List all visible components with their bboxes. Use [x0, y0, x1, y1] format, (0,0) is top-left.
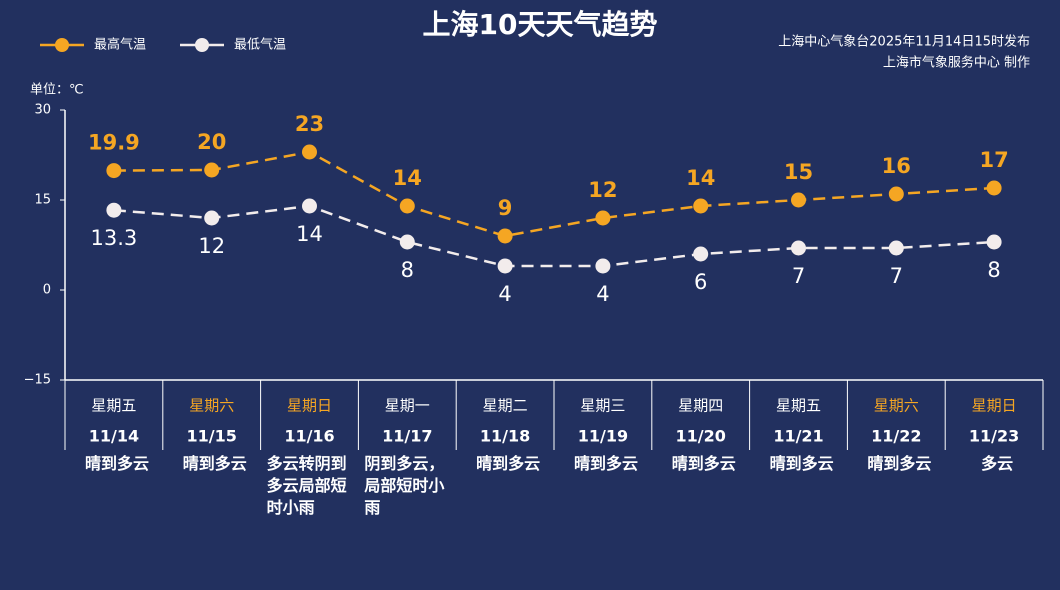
point [399, 198, 415, 214]
point [106, 202, 122, 218]
point [986, 180, 1002, 196]
point [693, 198, 709, 214]
value-label: 15 [784, 160, 813, 184]
value-label: 13.3 [91, 226, 138, 250]
value-label: 4 [596, 282, 609, 306]
x-tick-label: 11/18 [480, 427, 530, 446]
weekday-label: 星期一 [385, 397, 430, 415]
value-label: 6 [694, 270, 707, 294]
y-tick-label: −15 [24, 373, 51, 388]
weather-label: 晴到多云 [182, 454, 247, 473]
weekday-label: 星期四 [678, 397, 723, 415]
point [693, 246, 709, 262]
value-label: 16 [882, 154, 911, 178]
weekday-label: 星期六 [874, 397, 919, 415]
weather-label: 晴到多云 [573, 454, 638, 473]
weekday-label: 星期二 [483, 397, 528, 415]
x-tick-label: 11/22 [871, 427, 921, 446]
value-label: 23 [295, 112, 324, 136]
value-label: 9 [498, 196, 513, 220]
weekday-label: 星期日 [972, 397, 1017, 415]
value-label: 20 [197, 130, 226, 154]
legend-label: 最低气温 [234, 37, 286, 53]
x-tick-label: 11/23 [969, 427, 1019, 446]
weather-label: 晴到多云 [476, 454, 541, 473]
point [791, 240, 806, 256]
y-tick-label: 30 [34, 103, 51, 118]
value-label: 14 [296, 222, 323, 246]
chart-title: 上海10天天气趋势 [423, 8, 658, 41]
value-label: 7 [890, 264, 903, 288]
point [302, 198, 317, 214]
x-tick-label: 11/19 [578, 427, 628, 446]
series-line [113, 150, 995, 238]
value-label: 19.9 [88, 131, 140, 155]
unit-label: 单位：℃ [30, 83, 84, 98]
legend-marker [55, 38, 69, 52]
series-line [113, 204, 995, 268]
x-tick-label: 11/14 [89, 427, 139, 446]
weekday-label: 星期五 [776, 397, 821, 415]
point [595, 210, 611, 226]
weather-label: 晴到多云 [867, 454, 932, 473]
value-label: 12 [588, 178, 617, 202]
y-tick-label: 15 [34, 193, 51, 208]
point [791, 192, 806, 208]
point [497, 258, 513, 274]
value-label: 8 [401, 258, 414, 282]
weather-label: 晴到多云 [84, 454, 149, 473]
point [595, 258, 611, 274]
legend-label: 最高气温 [94, 37, 146, 53]
point [986, 234, 1002, 250]
weekday-label: 星期三 [580, 397, 625, 415]
weather-label: 多云 [981, 454, 1014, 473]
x-tick-label: 11/16 [284, 427, 334, 446]
x-tick-label: 11/17 [382, 427, 432, 446]
value-label: 14 [686, 166, 715, 190]
weather-label: 晴到多云 [671, 454, 736, 473]
point [106, 163, 122, 179]
weather-label: 阴到多云，局部短时小雨 [364, 454, 445, 517]
weather-label: 多云转阴到多云局部短时小雨 [266, 454, 347, 517]
value-label: 14 [393, 166, 422, 190]
point [399, 234, 415, 250]
value-label: 4 [498, 282, 511, 306]
x-tick-label: 11/21 [773, 427, 823, 446]
point [497, 228, 513, 244]
source: 上海市气象服务中心 制作 [883, 55, 1030, 71]
value-label: 7 [792, 264, 805, 288]
point [302, 144, 317, 160]
weekday-label: 星期五 [91, 397, 136, 415]
weather-label: 晴到多云 [769, 454, 834, 473]
weekday-label: 星期六 [189, 397, 234, 415]
x-tick-label: 11/20 [676, 427, 726, 446]
point [888, 240, 904, 256]
x-tick-label: 11/15 [187, 427, 237, 446]
value-label: 8 [987, 258, 1000, 282]
point [204, 162, 220, 178]
source: 上海中心气象台2025年11月14日15时发布 [778, 34, 1030, 50]
legend-marker [195, 38, 209, 52]
value-label: 17 [979, 148, 1008, 172]
value-label: 12 [198, 234, 225, 258]
point [204, 210, 220, 226]
point [888, 186, 904, 202]
weekday-label: 星期日 [287, 397, 332, 415]
y-tick-label: 0 [43, 283, 51, 298]
